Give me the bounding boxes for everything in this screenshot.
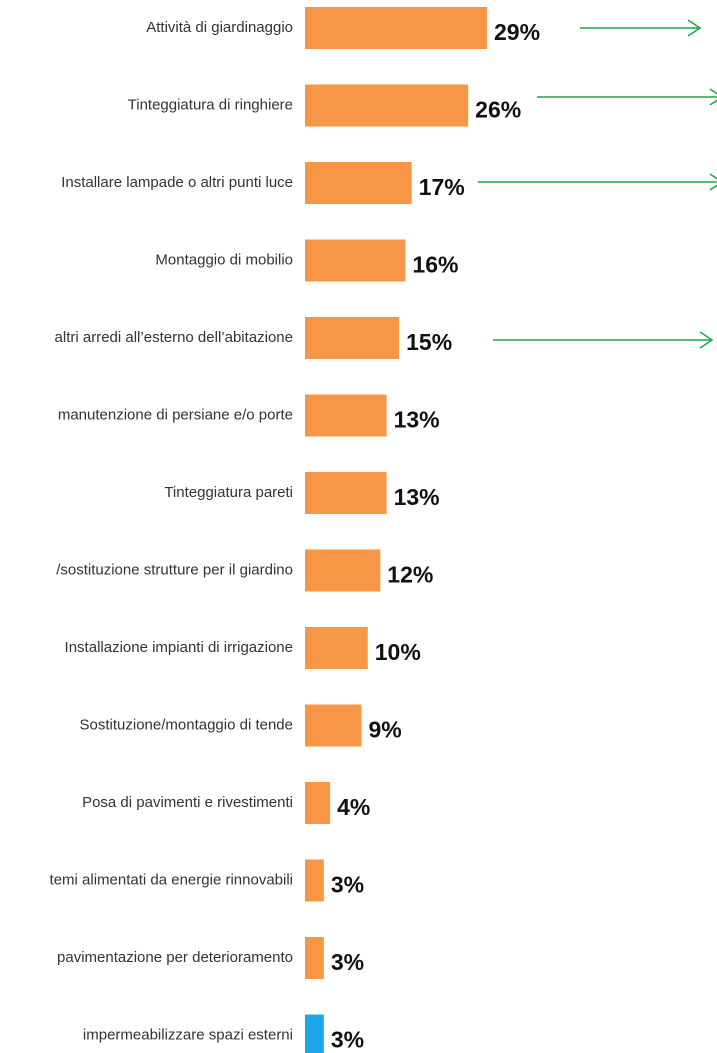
bar [305, 859, 324, 902]
value-label: 3% [331, 872, 364, 898]
value-label: 12% [387, 562, 433, 588]
value-label: 13% [394, 484, 440, 510]
value-label: 15% [406, 329, 452, 355]
arrow [580, 19, 702, 37]
category-label: Attività di giardinaggio [146, 19, 293, 36]
value-label: 3% [331, 1027, 364, 1053]
category-label: Posa di pavimenti e rivestimenti [82, 794, 293, 811]
value-label: 17% [419, 174, 465, 200]
category-label: Installare lampade o altri punti luce [61, 174, 293, 191]
category-label: altri arredi all’esterno dell’abitazione [55, 329, 293, 346]
value-label: 26% [475, 97, 521, 123]
category-label: Montaggio di mobilio [155, 251, 293, 268]
bar [305, 317, 400, 359]
value-label: 3% [331, 949, 364, 975]
category-label: manutenzione di persiane e/o porte [58, 406, 293, 423]
arrow [478, 173, 717, 191]
bar [305, 704, 362, 747]
bar [305, 84, 469, 127]
bar [305, 239, 406, 282]
bar [305, 1014, 324, 1053]
bar [305, 937, 324, 979]
category-label: /sostituzione strutture per il giardino [56, 561, 293, 578]
category-label: Tinteggiatura pareti [164, 484, 293, 501]
category-label: temi alimentati da energie rinnovabili [50, 871, 293, 888]
value-label: 10% [375, 639, 421, 665]
value-label: 9% [368, 717, 401, 743]
value-label: 13% [394, 407, 440, 433]
category-label: impermeabilizzare spazi esterni [83, 1026, 293, 1043]
category-label: Sostituzione/montaggio di tende [80, 716, 293, 733]
bar [305, 394, 387, 437]
bar [305, 549, 381, 592]
bar [305, 627, 368, 669]
bar [305, 782, 331, 824]
value-label: 29% [494, 19, 540, 45]
bar [305, 162, 412, 204]
category-label: Tinteggiatura di ringhiere [128, 96, 293, 113]
arrows [478, 19, 717, 349]
category-label: Installazione impianti di irrigazione [65, 639, 293, 656]
arrow [537, 88, 717, 106]
arrow [493, 331, 714, 349]
category-label: pavimentazione per deterioramento [57, 949, 293, 966]
value-label: 16% [412, 252, 458, 278]
value-label: 4% [337, 794, 370, 820]
bar [305, 7, 487, 49]
bar [305, 472, 387, 514]
